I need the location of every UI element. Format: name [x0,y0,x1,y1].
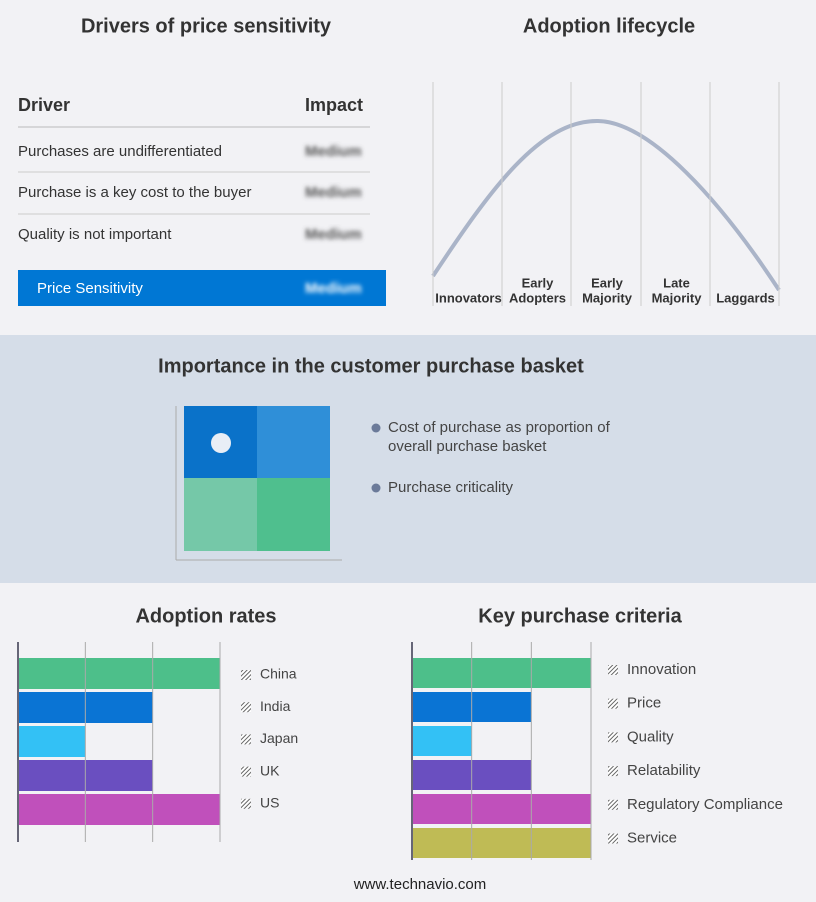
legend-icon [608,766,618,777]
legend-icon [241,734,251,745]
stage-label: Late [663,275,690,290]
legend-label: UK [260,762,280,778]
legend-icon [241,798,251,809]
legend-label: Quality [627,728,674,745]
stage-label: Adopters [509,290,566,305]
footer: www.technavio.com [353,876,487,893]
legend-icon [608,799,618,810]
stage-label: Majority [652,290,703,305]
bar [412,794,591,824]
legend-label: Cost of purchase as proportion of overal… [388,419,610,455]
table-header: Driver [18,95,70,115]
driver-label: Quality is not important [18,226,172,243]
bar [18,726,86,757]
basket-title: Importance in the customer purchase bask… [158,355,584,377]
legend-icon [241,702,251,713]
basket-band [0,335,816,583]
bar [412,828,591,858]
stage-label: Laggards [716,290,775,305]
table-header: Impact [305,95,363,115]
stage-label: Innovators [435,290,501,305]
legend-bullet [371,483,381,493]
chart-title: Adoption rates [135,605,276,627]
bar [18,658,220,689]
quadrant [184,478,257,551]
quadrant [257,478,330,551]
legend-label: Innovation [627,661,696,678]
legend-label: Japan [260,730,298,746]
legend-bullet [371,423,381,433]
summary-bar [18,270,386,306]
bar [18,794,220,825]
legend-label: Regulatory Compliance [627,796,783,813]
legend-label: India [260,698,291,714]
legend-icon [241,670,251,680]
legend-icon [608,665,618,675]
bar [412,658,591,688]
impact-value: Medium [305,184,362,201]
driver-label: Purchase is a key cost to the buyer [18,184,251,201]
legend-label: US [260,795,279,811]
legend-icon [241,766,251,777]
lifecycle-title: Adoption lifecycle [523,15,695,37]
driver-label: Purchases are undifferentiated [18,143,222,160]
legend-label: Relatability [627,762,701,779]
summary-value: Medium [305,280,362,297]
summary-label: Price Sensitivity [37,280,143,297]
bar [412,726,472,756]
legend-icon [608,833,618,844]
lifecycle-curve [431,118,781,292]
stage-label: Early [522,275,555,290]
legend-icon [608,698,618,709]
legend-label: Purchase criticality [388,479,514,496]
chart-title: Key purchase criteria [478,605,682,627]
legend-icon [608,732,618,743]
legend-label: Price [627,695,661,712]
stage-label: Majority [582,290,633,305]
legend-label: China [260,666,297,682]
legend-label: Service [627,829,677,846]
stage-label: Early [591,275,624,290]
drivers-title: Drivers of price sensitivity [81,15,332,37]
impact-value: Medium [305,143,362,160]
quadrant [257,406,330,478]
impact-value: Medium [305,226,362,243]
position-dot [211,433,231,453]
